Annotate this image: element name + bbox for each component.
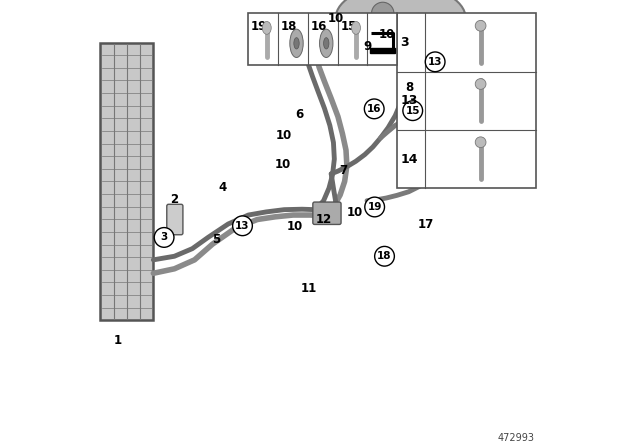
Text: 13: 13: [428, 57, 442, 67]
Circle shape: [403, 101, 422, 121]
Bar: [370, 48, 395, 52]
Text: 18: 18: [377, 251, 392, 261]
Text: 4: 4: [218, 181, 227, 194]
Ellipse shape: [262, 22, 271, 34]
Text: 10: 10: [379, 28, 396, 42]
Circle shape: [154, 228, 174, 247]
Text: 10: 10: [328, 12, 344, 26]
Text: 10: 10: [347, 206, 363, 220]
Text: 8: 8: [406, 81, 413, 94]
Text: 19: 19: [251, 20, 268, 33]
Text: 1: 1: [113, 334, 122, 347]
Circle shape: [374, 246, 394, 266]
Circle shape: [476, 79, 486, 89]
Text: 10: 10: [287, 220, 303, 233]
Text: 13: 13: [236, 221, 250, 231]
FancyBboxPatch shape: [248, 13, 397, 65]
Text: 11: 11: [301, 282, 317, 296]
Text: 9: 9: [364, 40, 372, 53]
Ellipse shape: [351, 22, 360, 34]
Text: 14: 14: [401, 152, 418, 166]
Text: 10: 10: [276, 129, 292, 142]
Text: 2: 2: [170, 193, 179, 206]
Circle shape: [410, 13, 428, 31]
Text: 17: 17: [418, 217, 434, 231]
Ellipse shape: [324, 38, 329, 49]
Circle shape: [233, 216, 252, 236]
FancyBboxPatch shape: [397, 13, 536, 188]
Circle shape: [365, 197, 385, 217]
Text: 5: 5: [212, 233, 220, 246]
Text: 19: 19: [367, 202, 382, 212]
Ellipse shape: [319, 29, 333, 57]
FancyBboxPatch shape: [313, 202, 341, 224]
Text: 15: 15: [406, 106, 420, 116]
Circle shape: [476, 20, 486, 31]
Text: 18: 18: [281, 20, 297, 33]
Text: 13: 13: [401, 94, 418, 108]
Text: 472993: 472993: [498, 433, 535, 443]
FancyBboxPatch shape: [167, 204, 183, 235]
Ellipse shape: [294, 38, 299, 49]
Text: 16: 16: [367, 104, 381, 114]
Ellipse shape: [336, 0, 466, 52]
FancyBboxPatch shape: [100, 43, 154, 320]
Circle shape: [372, 2, 394, 25]
Circle shape: [476, 137, 486, 148]
Text: 12: 12: [316, 213, 332, 226]
Ellipse shape: [290, 29, 303, 57]
Text: 6: 6: [296, 108, 304, 121]
Text: 3: 3: [161, 233, 168, 242]
Text: 7: 7: [340, 164, 348, 177]
Circle shape: [364, 99, 384, 119]
Circle shape: [425, 52, 445, 72]
Text: 16: 16: [310, 20, 327, 33]
Text: 10: 10: [275, 158, 291, 172]
Text: 3: 3: [401, 36, 409, 49]
Text: 15: 15: [340, 20, 356, 33]
